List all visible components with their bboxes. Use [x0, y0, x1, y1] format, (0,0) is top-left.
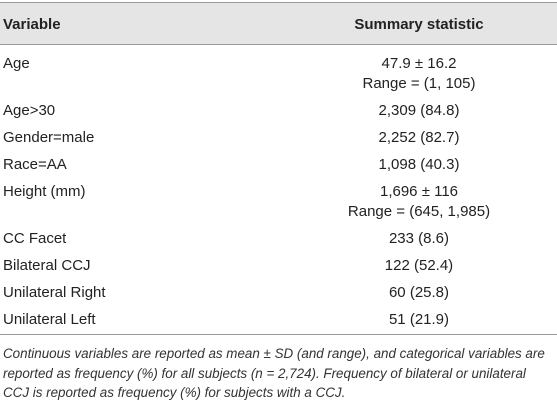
variable-cell: Age: [3, 55, 30, 72]
footnote: Continuous variables are reported as mea…: [3, 346, 545, 400]
header-row: Variable Summary statistic: [0, 2, 557, 45]
header-cell: Variable: [3, 16, 61, 33]
variable-cell: Age>30: [3, 102, 56, 119]
statistic-cell: 60 (25.8): [388, 284, 450, 301]
variable-cell: Unilateral Left: [3, 311, 96, 328]
statistic-cell: 122 (52.4): [384, 257, 454, 274]
variable-cell: Height (mm): [3, 183, 86, 200]
variable-cell: Gender=male: [3, 129, 95, 146]
variable-cell: Bilateral CCJ: [3, 257, 91, 274]
statistic-cell: 2,252 (82.7): [378, 129, 460, 146]
statistic-cell: 2,309 (84.8): [378, 102, 460, 119]
statistic-cell: Range = (1, 105): [362, 75, 476, 92]
header-cell: Summary statistic: [354, 16, 484, 33]
statistic-cell: Range = (645, 1,985): [347, 203, 491, 220]
statistic-cell: 51 (21.9): [388, 311, 450, 328]
statistic-cell: 1,696 ± 116: [379, 183, 459, 200]
bottom-rule: [0, 334, 557, 335]
variable-cell: Unilateral Right: [3, 284, 106, 301]
statistic-cell: 233 (8.6): [388, 230, 450, 247]
variable-cell: CC Facet: [3, 230, 67, 247]
statistic-cell: 47.9 ± 16.2: [381, 55, 457, 72]
variable-cell: Race=AA: [3, 156, 67, 173]
statistic-cell: 1,098 (40.3): [378, 156, 460, 173]
